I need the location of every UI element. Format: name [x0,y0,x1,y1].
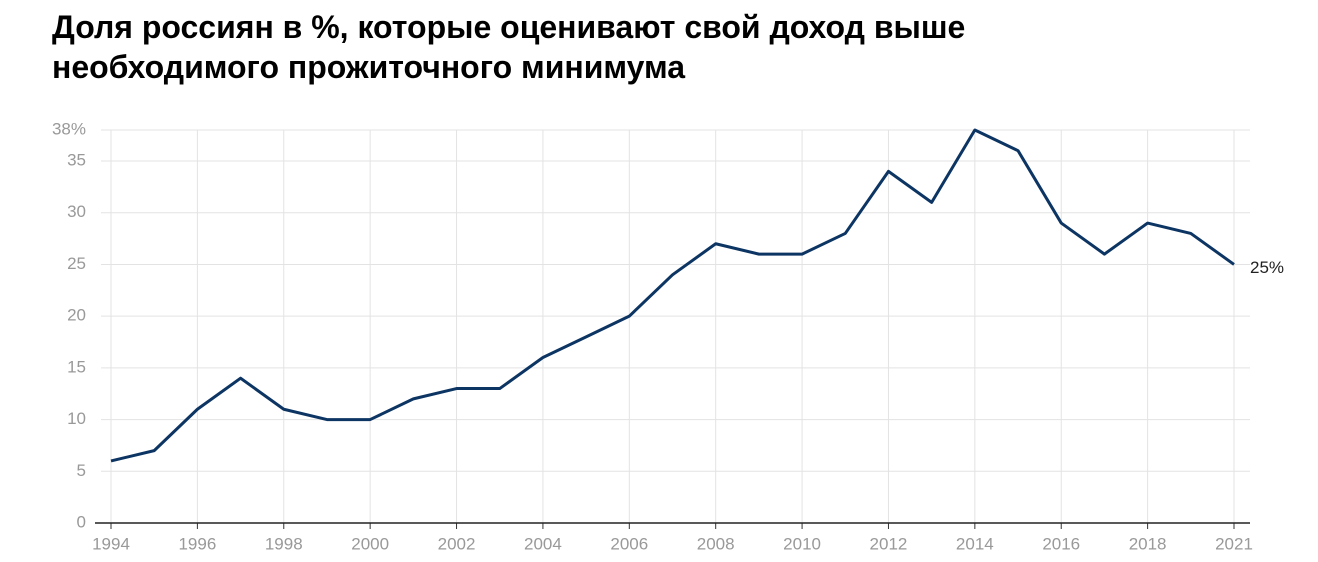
x-tick-label: 2008 [697,534,735,553]
y-tick-label: 5 [77,461,86,480]
y-tick-label: 20 [67,306,86,325]
chart-title: Доля россиян в %, которые оценивают свой… [52,9,965,85]
x-tick-label: 2021 [1215,534,1253,553]
x-tick-label: 2010 [783,534,821,553]
value-label: 25% [1250,258,1284,277]
y-tick-label: 30 [67,202,86,221]
x-tick-label: 2004 [524,534,562,553]
x-tick-label: 1994 [92,534,130,553]
x-tick-label: 2018 [1129,534,1167,553]
y-tick-label: 10 [67,409,86,428]
x-tick-label: 2006 [610,534,648,553]
y-tick-label: 38% [52,119,86,138]
x-tick-label: 2014 [956,534,994,553]
x-tick-label: 2000 [351,534,389,553]
y-tick-label: 25 [67,254,86,273]
x-tick-label: 2016 [1042,534,1080,553]
y-tick-label: 35 [67,151,86,170]
x-tick-label: 2002 [438,534,476,553]
x-tick-label: 2012 [870,534,908,553]
y-tick-label: 15 [67,357,86,376]
line-series [110,128,1235,463]
y-tick-label: 0 [77,512,86,531]
x-tick-label: 1998 [265,534,303,553]
x-tick-label: 1996 [178,534,216,553]
